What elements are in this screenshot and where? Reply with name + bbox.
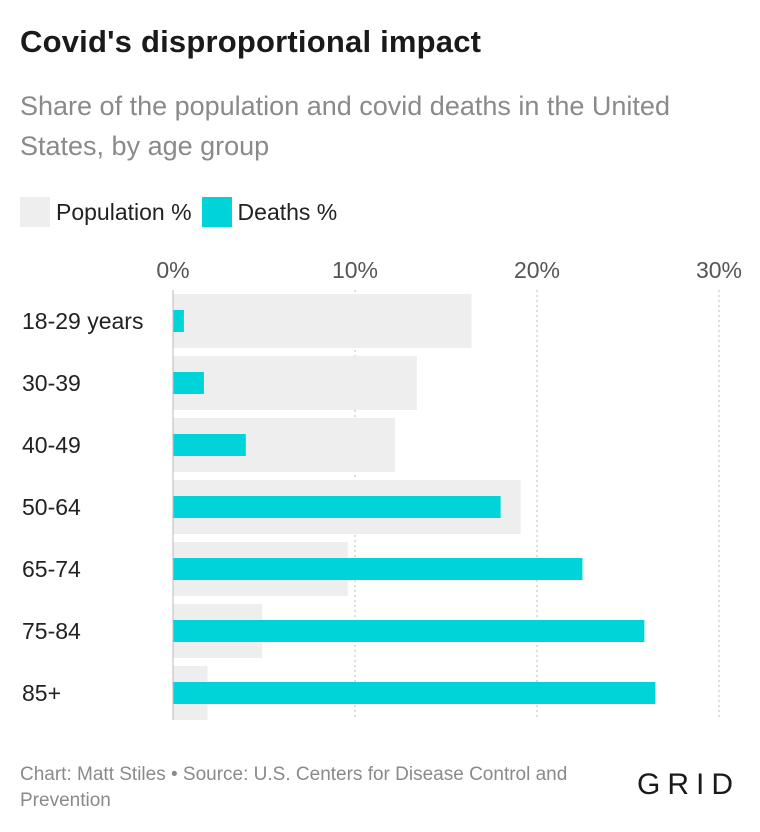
legend-label-population: Population % xyxy=(56,198,192,225)
deaths-bar-2 xyxy=(173,434,246,456)
category-label-4: 65-74 xyxy=(22,556,81,582)
legend-swatch-population xyxy=(20,197,50,227)
grid-logo: GRID xyxy=(637,768,740,801)
legend: Population % Deaths % xyxy=(20,196,347,228)
deaths-bar-1 xyxy=(173,372,204,394)
tick-label-30: 30% xyxy=(696,257,742,283)
population-bar-0 xyxy=(173,294,472,348)
deaths-bar-3 xyxy=(173,496,501,518)
population-bar-1 xyxy=(173,356,417,410)
category-label-3: 50-64 xyxy=(22,494,81,520)
source-credit: Chart: Matt Stiles • Source: U.S. Center… xyxy=(20,764,568,811)
tick-label-20: 20% xyxy=(514,257,560,283)
tick-label-10: 10% xyxy=(332,257,378,283)
category-label-1: 30-39 xyxy=(22,370,81,396)
chart-subtitle: Share of the population and covid deaths… xyxy=(20,91,670,161)
deaths-bar-5 xyxy=(173,620,645,642)
category-label-0: 18-29 years xyxy=(22,308,143,334)
category-label-5: 75-84 xyxy=(22,618,81,644)
legend-item-deaths: Deaths % xyxy=(201,197,338,227)
legend-label-deaths: Deaths % xyxy=(237,198,338,225)
legend-item-population: Population % xyxy=(20,197,192,227)
category-label-2: 40-49 xyxy=(22,432,81,458)
chart-title: Covid's disproportional impact xyxy=(20,24,482,59)
deaths-bar-6 xyxy=(173,682,656,704)
deaths-bar-4 xyxy=(173,558,583,580)
tick-label-0: 0% xyxy=(156,257,189,283)
bar-chart: 18-29 years 30-39 40-49 50-64 65-74 75-84 85+ 0… xyxy=(22,257,742,720)
deaths-bar-0 xyxy=(173,310,184,332)
category-label-6: 85+ xyxy=(22,680,61,706)
legend-swatch-deaths xyxy=(201,197,232,227)
